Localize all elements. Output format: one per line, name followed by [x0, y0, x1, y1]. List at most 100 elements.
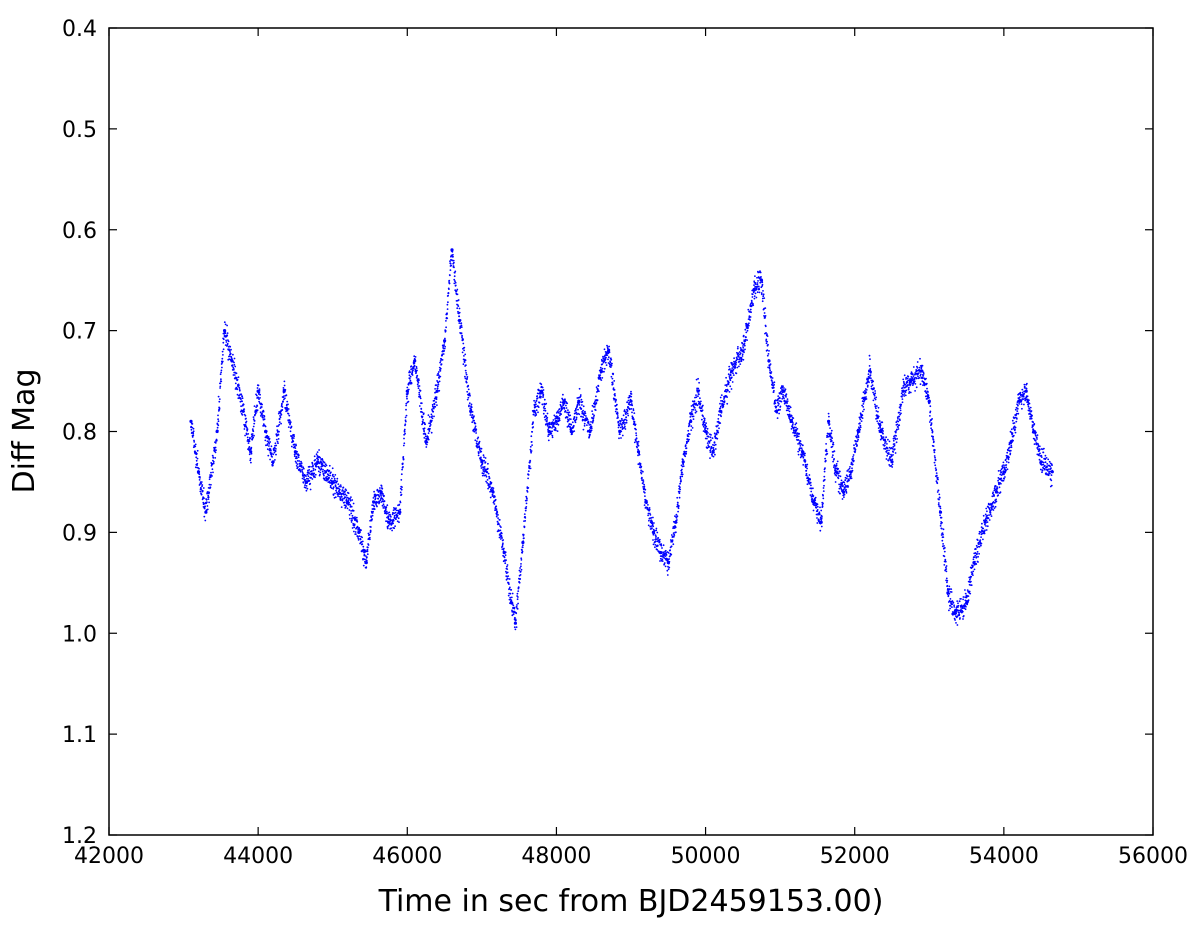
data-point [902, 378, 905, 381]
data-point [407, 392, 409, 395]
data-point [767, 359, 770, 361]
data-point [945, 566, 947, 569]
data-point [887, 459, 890, 462]
data-point [788, 417, 791, 420]
data-point [925, 392, 928, 395]
data-point [652, 516, 654, 519]
data-point [681, 471, 683, 474]
data-point [452, 253, 454, 256]
data-point [891, 466, 894, 468]
data-point [729, 368, 731, 370]
data-point [435, 401, 437, 404]
data-point [369, 538, 371, 541]
data-point [591, 404, 594, 407]
data-point [457, 299, 460, 301]
data-point [457, 305, 460, 307]
data-point [943, 555, 946, 558]
data-point [202, 487, 205, 489]
data-point [302, 467, 305, 470]
data-point [906, 381, 909, 384]
data-point [371, 504, 374, 506]
data-point [422, 421, 424, 424]
data-point [788, 410, 791, 413]
data-point [859, 424, 862, 427]
data-point [992, 501, 995, 503]
data-point [900, 392, 903, 395]
data-point [856, 436, 858, 439]
data-point [340, 506, 343, 508]
data-point [704, 427, 707, 430]
data-point [957, 602, 959, 605]
data-point [323, 477, 326, 480]
data-point [697, 377, 699, 380]
data-point [701, 409, 704, 412]
data-point [615, 398, 617, 401]
data-point [849, 473, 852, 475]
data-point [821, 516, 823, 518]
data-point [459, 319, 462, 321]
data-point [432, 407, 435, 410]
data-point [402, 458, 405, 460]
data-point [467, 388, 470, 391]
data-point [623, 409, 626, 411]
data-point [706, 437, 708, 440]
data-point [302, 481, 305, 484]
data-point [886, 443, 888, 445]
data-point [922, 375, 925, 377]
data-point [754, 285, 757, 288]
data-point [485, 480, 487, 483]
data-point [694, 411, 697, 414]
data-point [434, 388, 436, 390]
data-point [639, 464, 642, 467]
data-point [337, 495, 339, 498]
data-point [942, 528, 945, 531]
data-point [599, 366, 602, 369]
data-point [520, 568, 523, 571]
data-point [385, 506, 388, 508]
data-point [614, 401, 617, 403]
data-point [952, 601, 955, 604]
data-point [415, 367, 418, 369]
data-point [654, 544, 657, 546]
data-point [888, 453, 890, 455]
data-point [876, 420, 879, 423]
data-point [821, 503, 824, 506]
data-point [371, 512, 374, 514]
data-point [907, 384, 909, 387]
data-point [852, 456, 854, 458]
data-point [840, 485, 842, 488]
data-point [287, 408, 290, 410]
data-point [480, 447, 483, 450]
data-point [765, 342, 768, 345]
data-point [890, 464, 893, 467]
data-point [379, 499, 382, 502]
data-point [392, 522, 394, 525]
data-point [984, 521, 987, 524]
data-point [379, 487, 381, 489]
data-point [837, 467, 840, 470]
data-point [675, 521, 678, 524]
data-point [834, 481, 837, 483]
data-point [854, 448, 857, 451]
data-point [667, 551, 670, 554]
data-point [777, 395, 780, 397]
data-point [844, 479, 847, 481]
data-point [547, 439, 550, 442]
data-point [532, 421, 534, 423]
data-point [753, 284, 755, 286]
data-point [208, 478, 211, 481]
data-point [779, 397, 781, 400]
data-point [717, 414, 720, 416]
data-point [333, 481, 336, 484]
data-point [233, 361, 235, 364]
data-point [191, 423, 194, 425]
data-point [250, 452, 253, 455]
data-point [321, 459, 324, 461]
data-point [939, 525, 942, 527]
data-point [839, 475, 842, 478]
data-point [468, 402, 471, 405]
data-point [281, 402, 283, 405]
data-point [831, 440, 833, 442]
data-point [404, 432, 406, 435]
data-point [984, 529, 986, 532]
